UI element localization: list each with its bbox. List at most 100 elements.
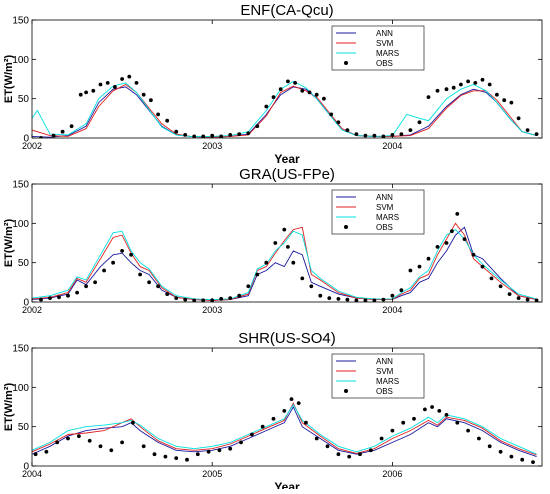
data-point-obs <box>174 296 179 300</box>
data-point-obs <box>98 82 103 87</box>
data-point-obs <box>502 98 507 103</box>
y-tick-label: 50 <box>18 422 30 433</box>
legend-label: MARS <box>376 49 399 58</box>
data-point-obs <box>291 260 296 265</box>
x-tick-label: 2006 <box>382 469 402 479</box>
legend-label: ANN <box>376 357 393 366</box>
data-point-obs <box>201 298 206 302</box>
data-point-obs <box>87 438 92 443</box>
data-point-obs <box>192 134 197 138</box>
y-tick-label: 0 <box>23 298 29 309</box>
data-point-obs <box>300 276 305 281</box>
data-point-obs <box>113 85 117 89</box>
data-point-obs <box>84 90 88 95</box>
chart-title: GRA(US-FPe) <box>239 166 335 183</box>
data-point-obs <box>91 88 96 93</box>
chart-panel: GRA(US-FPe) 0 50 100 150 2002 2003 2004 ET(W/m²)… <box>3 166 543 315</box>
legend-label: SVM <box>376 367 394 376</box>
data-point-obs <box>345 128 350 133</box>
data-point-obs <box>372 298 377 302</box>
data-point-obs <box>237 132 242 137</box>
data-point-obs <box>44 449 49 454</box>
data-point-obs <box>239 440 243 445</box>
x-tick-label: 2005 <box>202 469 222 479</box>
data-point-obs <box>120 77 124 81</box>
data-point-obs <box>111 260 115 265</box>
data-point-obs <box>426 256 431 261</box>
data-point-obs <box>363 298 368 302</box>
data-point-obs <box>278 87 283 92</box>
series-line-ann <box>32 226 537 301</box>
y-axis-label: ET(W/m²) <box>3 219 15 268</box>
data-point-obs <box>138 272 143 277</box>
data-point-obs <box>66 436 70 441</box>
data-point-obs <box>60 129 65 134</box>
data-point-obs <box>55 440 60 445</box>
data-point-obs <box>93 280 97 285</box>
legend-swatch-obs <box>344 225 348 229</box>
data-point-obs <box>379 436 384 441</box>
x-axis-label: Year <box>274 152 300 166</box>
legend-swatch-obs <box>344 389 348 393</box>
data-point-obs <box>246 131 251 136</box>
data-point-obs <box>246 284 251 289</box>
legend-label: MARS <box>376 213 399 222</box>
data-point-obs <box>450 229 454 234</box>
data-point-obs <box>399 132 404 137</box>
data-point-obs <box>516 296 521 300</box>
data-point-obs <box>33 452 38 457</box>
data-point-obs <box>354 298 359 302</box>
data-point-obs <box>509 454 514 459</box>
data-point-obs <box>408 268 413 273</box>
data-point-obs <box>347 454 352 459</box>
chart-title: SHR(US-SO4) <box>238 330 336 347</box>
data-point-obs <box>39 297 43 302</box>
data-point-obs <box>327 296 332 300</box>
data-point-obs <box>455 212 460 216</box>
data-point-obs <box>399 288 404 293</box>
data-point-obs <box>390 293 395 298</box>
data-point-obs <box>195 452 200 457</box>
x-tick-label: 2004 <box>382 305 402 315</box>
data-point-obs <box>127 74 132 79</box>
data-point-obs <box>201 134 206 138</box>
data-point-obs <box>336 120 341 125</box>
data-point-obs <box>264 260 269 265</box>
data-point-obs <box>219 134 224 138</box>
x-tick-label: 2002 <box>22 141 42 151</box>
data-point-obs <box>498 449 503 454</box>
data-point-obs <box>98 444 103 449</box>
data-point-obs <box>293 81 297 85</box>
chart-title: ENF(CA-Qcu) <box>240 2 333 19</box>
data-point-obs <box>336 452 341 457</box>
data-point-obs <box>69 124 74 129</box>
axes-box <box>31 347 543 467</box>
series-line-svm <box>32 222 537 301</box>
data-point-obs <box>309 284 314 289</box>
data-point-obs <box>141 92 146 97</box>
axes-box <box>31 19 543 139</box>
data-point-obs <box>495 92 499 97</box>
data-point-obs <box>51 133 56 138</box>
series-line-mars <box>32 80 537 137</box>
data-point-obs <box>336 297 341 301</box>
data-point-obs <box>322 96 326 101</box>
data-point-obs <box>255 272 260 277</box>
data-point-obs <box>444 87 449 92</box>
data-point-obs <box>525 297 530 302</box>
data-point-obs <box>273 241 278 245</box>
data-point-obs <box>237 293 242 298</box>
data-point-obs <box>466 428 470 433</box>
data-point-obs <box>417 264 422 269</box>
legend-label: ANN <box>376 193 393 202</box>
data-point-obs <box>174 129 179 134</box>
data-point-obs <box>228 446 233 451</box>
y-axis-label: ET(W/m²) <box>3 55 15 104</box>
data-point-obs <box>271 95 276 99</box>
plot-area <box>32 212 539 302</box>
data-point-obs <box>426 95 431 99</box>
